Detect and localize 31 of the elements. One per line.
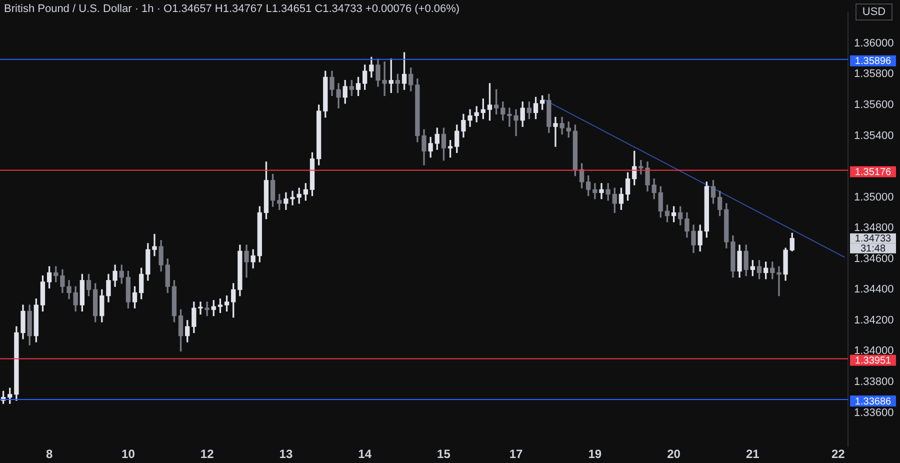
x-tick-label: 8 (46, 447, 53, 462)
x-tick-label: 22 (831, 447, 846, 462)
x-tick-label: 20 (667, 447, 681, 462)
y-tick-label: 1.33800 (854, 376, 894, 388)
x-tick-label: 13 (279, 447, 293, 462)
y-tick-label: 1.35800 (854, 68, 894, 80)
y-tick-label: 1.33600 (854, 406, 894, 419)
ref-line-label: 1.33686 (854, 396, 892, 408)
y-tick-label: 1.34600 (854, 252, 894, 265)
y-tick-label: 1.34000 (854, 345, 894, 358)
y-tick-label: 1.34800 (854, 222, 894, 234)
x-tick-label: 12 (200, 447, 214, 462)
text: 31:48 (860, 244, 886, 255)
ref-line-label: 1.35896 (854, 56, 892, 68)
ref-line-label: 1.33951 (854, 355, 892, 366)
y-tick-label: 1.35600 (854, 98, 894, 111)
x-tick-label: 17 (509, 447, 524, 462)
x-tick-label: 10 (122, 447, 136, 462)
ref-line-label: 1.35176 (854, 166, 892, 178)
y-tick-label: 1.34400 (854, 284, 894, 296)
y-tick-label: 1.36000 (854, 37, 894, 50)
x-tick-label: 19 (588, 447, 602, 462)
y-tick-label: 1.35000 (854, 191, 894, 204)
chart-title: British Pound / U.S. Dollar · 1h · O1.34657 H1.34767 L1.34651 C1.34733 +0.00076 (+0.06%) (4, 3, 460, 15)
text: 1.34733 (854, 234, 892, 245)
x-tick-label: 14 (358, 447, 372, 462)
text: USD (862, 6, 886, 18)
y-tick-label: 1.34200 (854, 314, 894, 326)
x-tick-label: 15 (437, 447, 451, 462)
y-tick-label: 1.35400 (854, 130, 894, 142)
x-tick-label: 21 (746, 447, 760, 462)
